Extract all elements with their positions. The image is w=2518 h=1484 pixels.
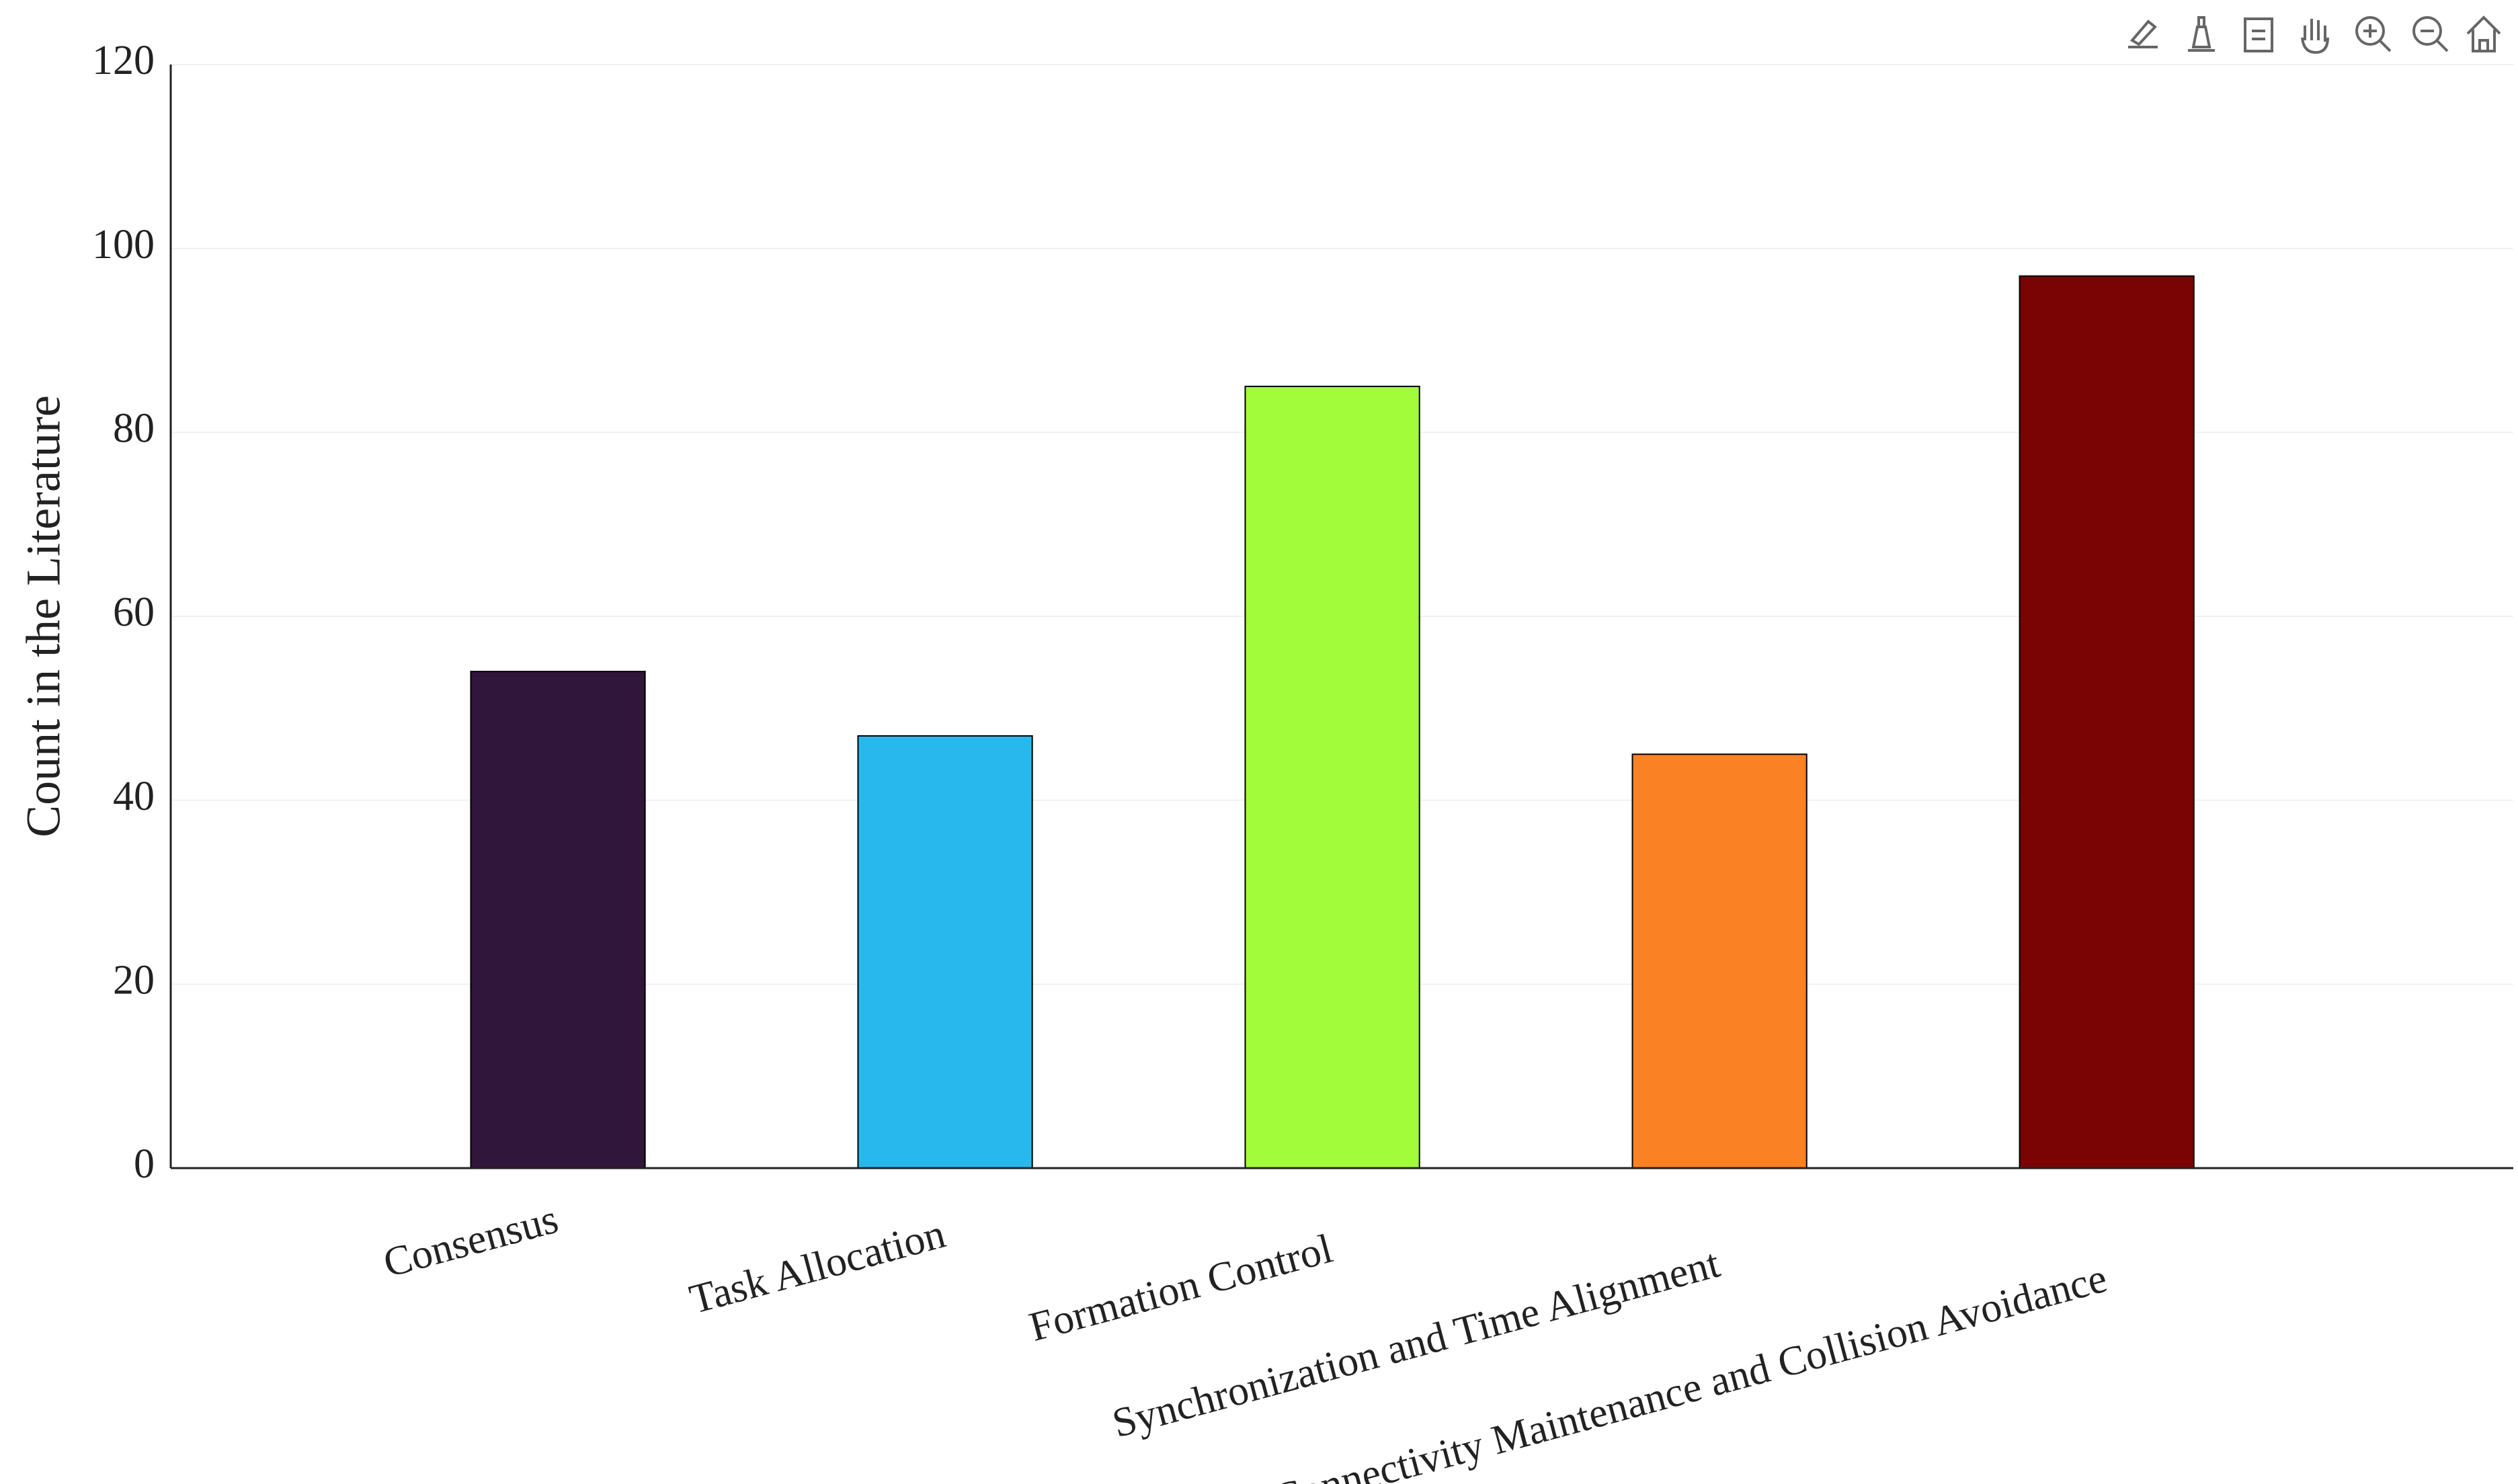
y-tick-label: 40 <box>113 774 155 819</box>
toolbar <box>2128 15 2501 54</box>
export-icon[interactable] <box>2128 19 2158 48</box>
zoom-in-icon[interactable] <box>2355 16 2392 52</box>
x-tick-label: Consensus <box>379 1196 563 1286</box>
y-tick-label: 100 <box>92 222 155 267</box>
datatip-icon[interactable] <box>2244 17 2273 52</box>
y-tick-label: 20 <box>113 958 155 1003</box>
x-tick-label: Task Allocation <box>685 1211 950 1323</box>
bar <box>1244 385 1420 1169</box>
y-tick-label: 120 <box>92 38 155 83</box>
bar <box>470 671 646 1169</box>
bar <box>857 735 1033 1169</box>
home-icon[interactable] <box>2466 15 2501 52</box>
bar <box>2019 275 2195 1169</box>
y-tick-label: 80 <box>113 406 155 452</box>
brush-icon[interactable] <box>2188 16 2215 52</box>
y-tick-label: 60 <box>113 589 155 635</box>
bar <box>1631 753 1808 1169</box>
y-axis-label: Count in the Literature <box>17 395 71 837</box>
zoom-out-icon[interactable] <box>2412 16 2449 52</box>
y-tick-label: 0 <box>134 1141 155 1187</box>
pan-icon[interactable] <box>2301 19 2329 54</box>
x-tick-label: Formation Control <box>1024 1226 1337 1351</box>
